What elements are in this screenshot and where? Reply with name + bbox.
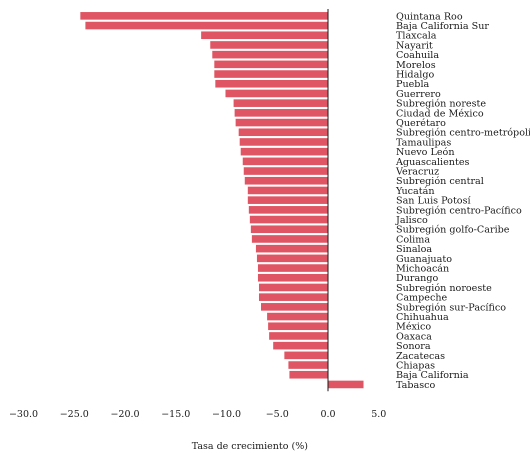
category-label: Oaxaca — [396, 331, 432, 342]
bar — [80, 12, 328, 20]
bar — [210, 41, 328, 49]
bar — [238, 128, 328, 137]
bar — [248, 206, 328, 214]
category-label: Durango — [396, 273, 438, 284]
category-label: Tlaxcala — [396, 31, 437, 42]
bar — [240, 147, 328, 156]
category-label: Hidalgo — [396, 69, 435, 80]
bar — [288, 361, 328, 369]
bar — [249, 215, 328, 224]
bar — [258, 293, 328, 301]
bar — [239, 138, 328, 146]
bar — [214, 70, 328, 78]
bar — [225, 89, 328, 98]
category-label: Subregión noroeste — [396, 283, 492, 294]
bar — [201, 31, 329, 40]
category-label: Campeche — [396, 293, 448, 304]
category-label: Nuevo León — [396, 147, 455, 158]
bar — [214, 60, 328, 69]
category-label: Subregión golfo-Caribe — [396, 225, 510, 236]
bar — [289, 370, 328, 379]
bar — [284, 351, 328, 360]
category-label: Chiapas — [396, 360, 435, 371]
x-tick-label: −20.0 — [110, 409, 139, 420]
category-label: Subregión centro-Pacífico — [396, 205, 522, 216]
category-label: Puebla — [396, 79, 430, 90]
category-label: Guerrero — [396, 89, 441, 100]
x-tick-label: 5.0 — [371, 409, 386, 420]
bar — [247, 196, 328, 204]
bar — [258, 283, 328, 292]
bar — [235, 118, 328, 127]
category-label: Subregión noreste — [396, 99, 486, 110]
category-label: Zacatecas — [396, 351, 445, 362]
category-label: Michoacán — [396, 263, 449, 274]
bar — [251, 235, 329, 243]
category-label: Veracruz — [395, 166, 439, 177]
bar — [257, 264, 328, 272]
category-label: Nayarit — [396, 40, 433, 51]
x-tick-label: −30.0 — [9, 409, 38, 420]
bar — [247, 186, 328, 195]
bar — [244, 176, 328, 185]
bar — [233, 99, 328, 107]
category-label: Chihuahua — [396, 312, 449, 323]
category-label: Sonora — [396, 341, 431, 352]
bar — [250, 225, 328, 234]
category-label: Tabasco — [396, 380, 436, 391]
bar — [261, 303, 328, 311]
bar — [234, 109, 328, 117]
bar — [85, 21, 328, 30]
x-tick-label: −5.0 — [266, 409, 289, 420]
bar — [267, 312, 328, 321]
bar — [269, 332, 328, 340]
category-label: Sinaloa — [396, 244, 432, 255]
bar — [273, 341, 328, 350]
category-label: Tamaulipas — [396, 137, 451, 148]
category-label: Aguascalientes — [395, 157, 470, 168]
category-label: Colima — [396, 234, 430, 245]
bar — [256, 254, 328, 263]
category-label: Subregión centro-metrópolis — [396, 128, 530, 139]
category-label: Subregión sur-Pacífico — [396, 302, 506, 313]
category-label: Jalisco — [395, 215, 428, 226]
x-tick-label: −25.0 — [60, 409, 89, 420]
category-label: Baja California Sur — [396, 21, 489, 32]
category-label: Ciudad de México — [396, 108, 484, 119]
x-tick-label: 0.0 — [320, 409, 335, 420]
bar — [257, 273, 328, 282]
bar — [243, 167, 328, 175]
bar — [242, 157, 328, 166]
x-tick-label: −10.0 — [212, 409, 241, 420]
bar — [268, 322, 328, 331]
category-label: Querétaro — [396, 118, 446, 129]
category-label: Coahuila — [396, 50, 439, 61]
bar — [215, 79, 328, 88]
category-label: San Luis Potosí — [396, 196, 472, 207]
category-label: Subregión central — [396, 176, 484, 187]
category-label: Quintana Roo — [396, 11, 463, 22]
category-label: Morelos — [396, 60, 436, 71]
category-label: Guanajuato — [396, 254, 452, 265]
category-label: México — [396, 322, 431, 333]
bars-group — [80, 12, 364, 389]
category-label: Yucatán — [395, 186, 435, 197]
bar — [328, 380, 364, 389]
bar — [212, 50, 328, 59]
category-label: Baja California — [396, 370, 469, 381]
x-axis-title: Tasa de crecimiento (%) — [192, 441, 308, 452]
x-axis-ticks-group: −30.0 −25.0 −20.0 −15.0 −10.0 −5.0 0.0 5.0 — [9, 409, 386, 420]
bar — [255, 244, 328, 253]
x-tick-label: −15.0 — [161, 409, 190, 420]
